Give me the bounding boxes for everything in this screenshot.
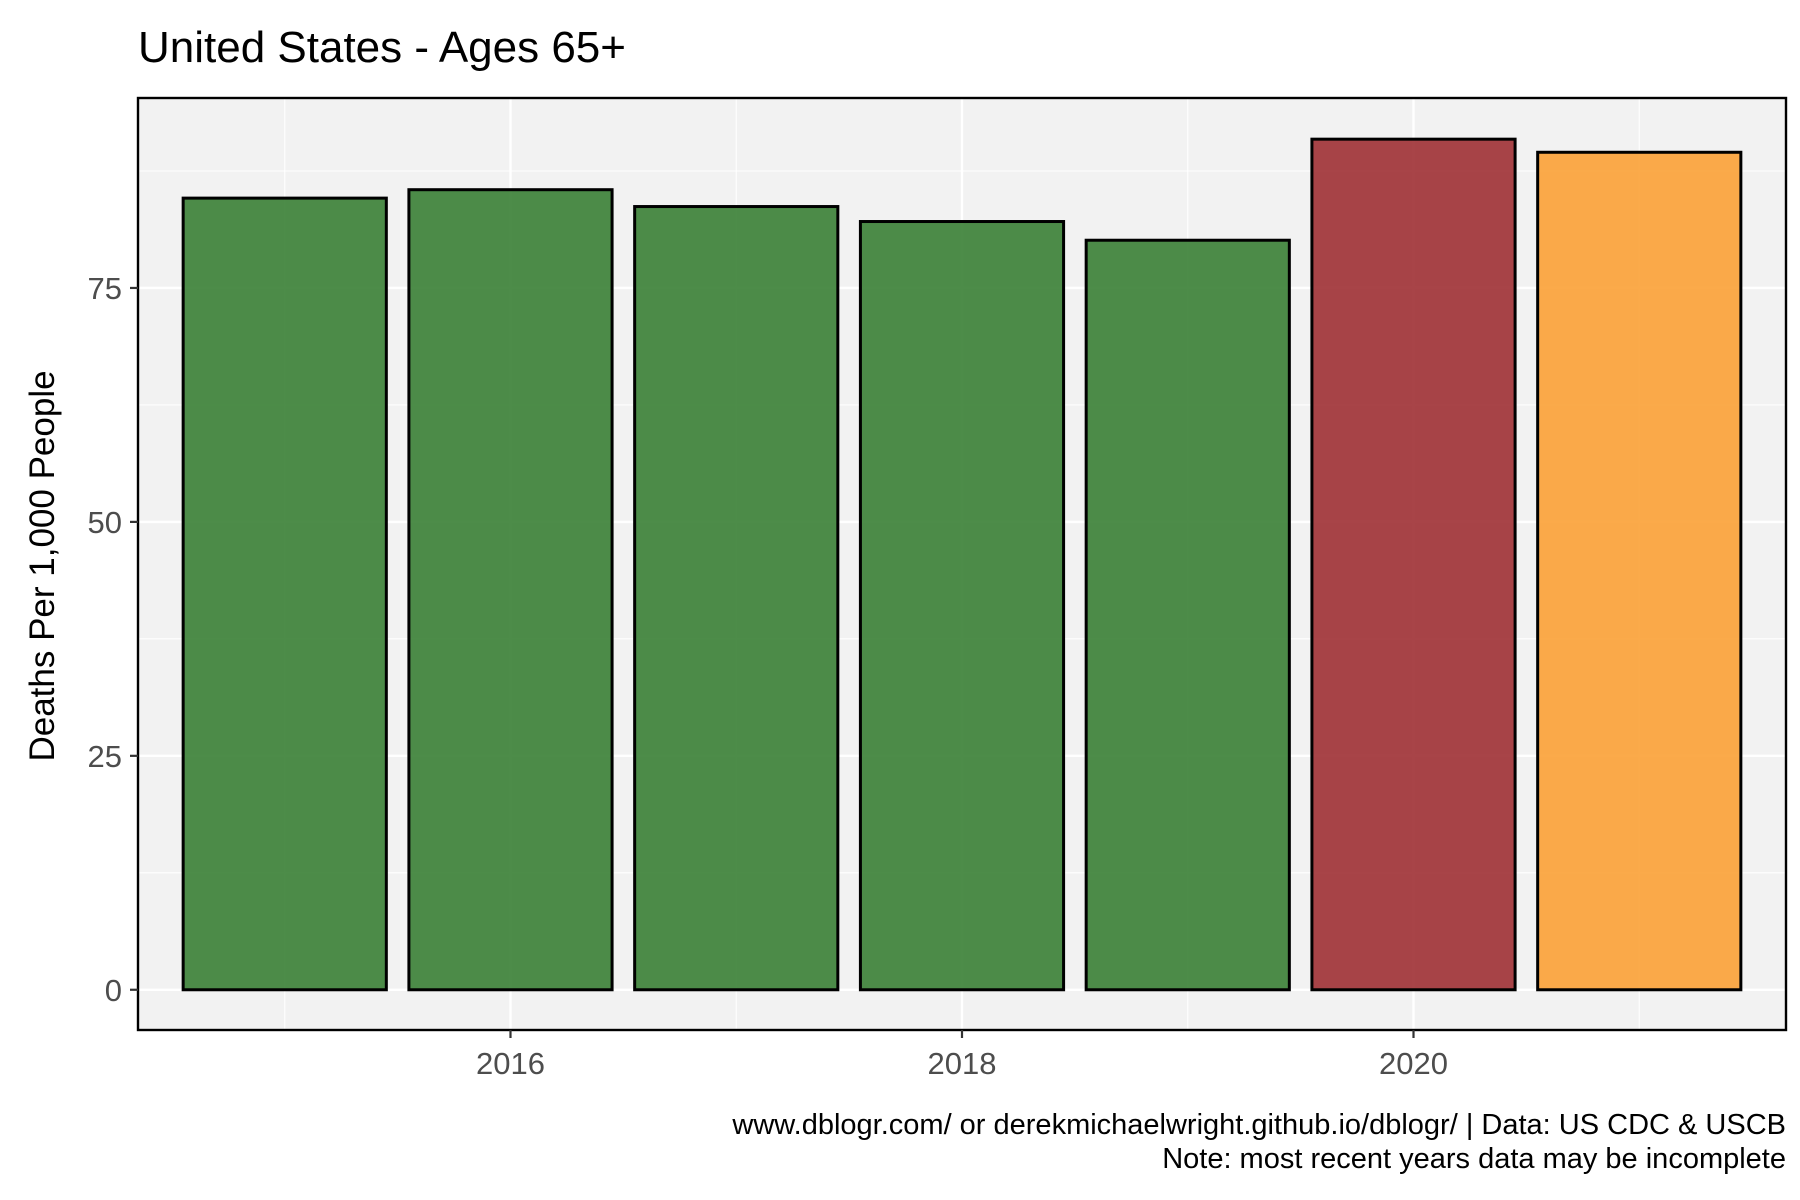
plot-panel [136, 96, 1788, 1032]
bar-2016 [407, 188, 614, 992]
y-tick-label: 25 [88, 739, 122, 774]
caption-note: Note: most recent years data may be inco… [1162, 1143, 1786, 1175]
caption-source: www.dblogr.com/ or derekmichaelwright.gi… [731, 1109, 1786, 1141]
bar-2018 [858, 220, 1066, 992]
x-tick-label: 2016 [476, 1046, 545, 1081]
bar-2021 [1536, 150, 1743, 992]
y-tick-label: 0 [105, 973, 122, 1008]
y-axis-title: Deaths Per 1,000 People [23, 370, 62, 761]
bar-2017 [633, 205, 840, 992]
bar-2015 [181, 196, 388, 992]
chart-title: United States - Ages 65+ [138, 23, 626, 72]
x-axis: 2016 2018 2020 [476, 1030, 1448, 1081]
y-axis: 0 25 50 75 [88, 271, 138, 1008]
bar-2019 [1084, 238, 1291, 992]
bars [181, 137, 1743, 992]
y-tick-label: 75 [88, 271, 122, 306]
y-tick-label: 50 [88, 505, 122, 540]
x-tick-label: 2018 [928, 1046, 997, 1081]
x-tick-label: 2020 [1379, 1046, 1448, 1081]
bar-2020 [1310, 137, 1517, 992]
